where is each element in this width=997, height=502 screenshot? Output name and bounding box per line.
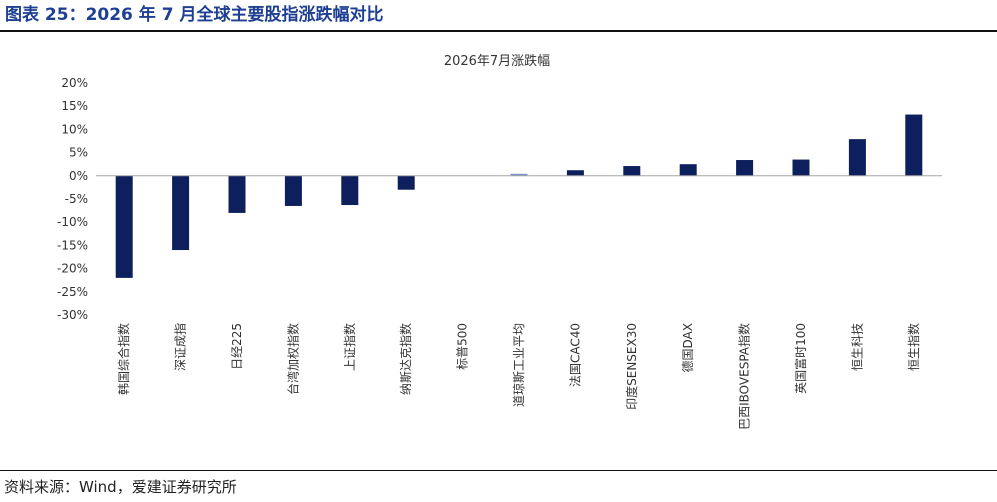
bar: [792, 159, 810, 176]
bar-series: [115, 114, 923, 278]
x-tick-label: 道琼斯工业平均: [511, 323, 526, 407]
bar: [172, 175, 190, 251]
top-rule: [0, 30, 997, 32]
x-tick-label: 韩国综合指数: [116, 323, 131, 395]
bar: [284, 175, 302, 206]
x-tick-label: 恒生指数: [906, 323, 921, 371]
y-tick-label: 0%: [69, 169, 88, 183]
y-tick-label: -30%: [57, 308, 88, 322]
x-tick-label: 恒生科技: [850, 323, 864, 371]
x-tick-label: 纳斯达克指数: [398, 323, 413, 395]
y-tick-label: 15%: [61, 99, 88, 113]
bar: [510, 173, 528, 176]
bar: [623, 166, 641, 176]
bottom-rule: [0, 470, 997, 471]
x-tick-label: 印度SENSEX30: [624, 323, 639, 410]
y-tick-label: -5%: [65, 192, 88, 206]
x-tick-label: 英国富时100: [793, 323, 808, 394]
bar: [397, 175, 415, 190]
x-tick-label: 日经225: [230, 323, 244, 370]
chart-title: 2026年7月涨跌幅: [444, 53, 550, 69]
source-note: 资料来源：Wind，爱建证券研究所: [4, 478, 237, 496]
bar: [566, 170, 584, 176]
bar: [905, 114, 923, 176]
x-tick-label: 法国CAC40: [568, 323, 582, 387]
x-tick-label: 标普500: [456, 323, 470, 370]
figure-title: 图表 25：2026 年 7 月全球主要股指涨跌幅对比: [5, 5, 384, 25]
bar: [115, 175, 133, 278]
y-axis: 20% 15% 10% 5% 0% -5% -10% -15% -20% -25% -30%: [57, 76, 88, 322]
y-tick-label: -20%: [57, 262, 88, 276]
y-tick-label: -10%: [57, 215, 88, 229]
bar: [341, 175, 359, 206]
x-tick-label: 深证成指: [173, 323, 188, 371]
x-tick-label: 德国DAX: [680, 323, 695, 372]
x-axis: 韩国综合指数 深证成指 日经225 台湾加权指数 上证指数 纳斯达克指数 标普500 道琼斯工…: [116, 323, 921, 430]
x-tick-label: 台湾加权指数: [285, 323, 300, 395]
x-tick-label: 上证指数: [342, 323, 357, 371]
bar: [228, 175, 246, 213]
bar: [679, 164, 697, 176]
y-tick-label: -15%: [57, 238, 88, 252]
bar-chart: 2026年7月涨跌幅 20% 15% 10% 5% 0% -5% -10% -15% -20% -…: [57, 53, 942, 430]
y-tick-label: -25%: [57, 285, 88, 299]
y-tick-label: 20%: [61, 76, 88, 90]
y-tick-label: 10%: [61, 122, 88, 136]
bar: [736, 160, 754, 176]
bar: [848, 139, 866, 176]
x-tick-label: 巴西IBOVESPA指数: [737, 323, 752, 430]
y-tick-label: 5%: [69, 146, 88, 160]
